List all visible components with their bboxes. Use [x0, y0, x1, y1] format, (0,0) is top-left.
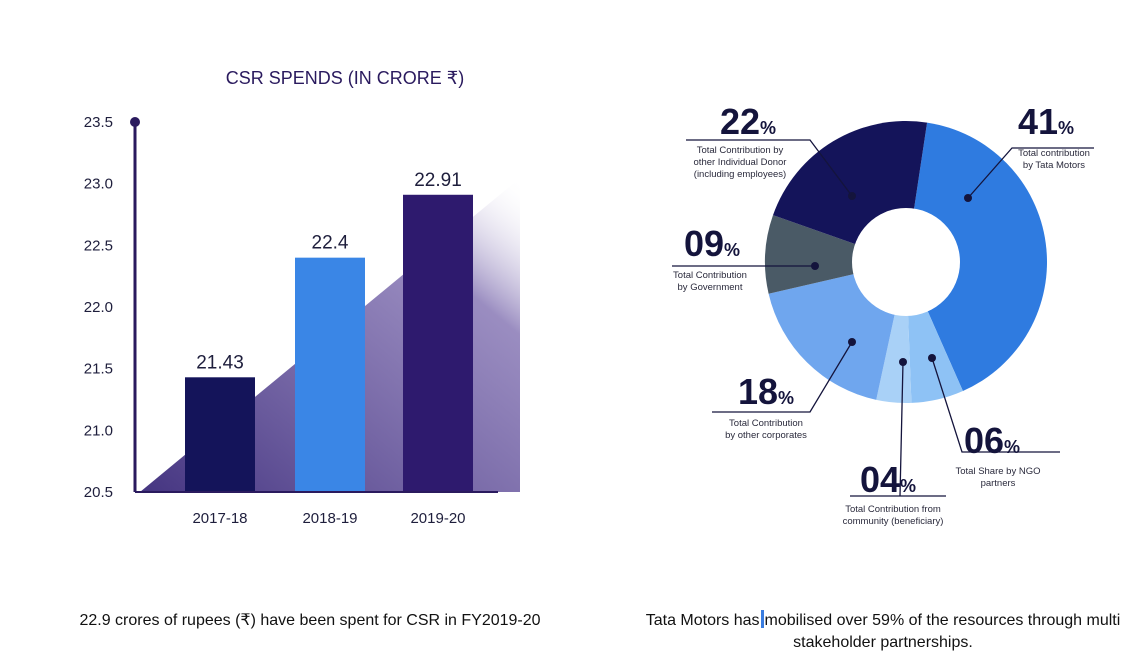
bar-value-label: 22.4	[312, 233, 349, 254]
slice-description: Total Contribution	[729, 418, 803, 429]
y-tick-label: 20.5	[84, 484, 113, 501]
bar-2019-20	[403, 194, 473, 492]
x-tick-label: 2017-18	[192, 510, 247, 527]
y-axis-end-dot	[130, 117, 140, 127]
slice-description: Total Contribution by	[697, 145, 784, 156]
csr-spends-bar-chart: CSR SPENDS (IN CRORE ₹) 23.5 23.0 22.5 22.0…	[84, 68, 520, 527]
y-tick-label: 21.0	[84, 422, 113, 439]
slice-description: partners	[981, 478, 1016, 489]
bar-2017-18	[185, 377, 255, 492]
slice-description: Total Contribution from	[845, 504, 941, 515]
slice-percent-label: 41%	[1018, 101, 1074, 142]
bar-value-label: 22.91	[414, 170, 462, 191]
slice-description: Total contribution	[1018, 148, 1090, 159]
leader-line	[931, 357, 1060, 453]
bar-value-label: 21.43	[196, 352, 244, 373]
y-tick-label: 22.0	[84, 299, 113, 316]
slice-percent-label: 18%	[738, 371, 794, 412]
chart-title: CSR SPENDS (IN CRORE ₹)	[226, 68, 464, 88]
slice-percent-label: 04%	[860, 459, 916, 500]
slice-percent-label: 22%	[720, 101, 776, 142]
x-tick-label: 2018-19	[302, 510, 357, 527]
donut-slice	[906, 122, 1048, 392]
slice-description: by other corporates	[725, 430, 807, 441]
csr-spend-caption: 22.9 crores of rupees (₹) have been spen…	[79, 612, 541, 629]
slice-percent-label: 09%	[684, 223, 740, 264]
slice-description: Total Share by NGO	[955, 466, 1040, 477]
leader-line	[712, 341, 853, 413]
y-tick-label: 21.5	[84, 361, 113, 378]
slice-description: (including employees)	[694, 169, 786, 180]
slice-description: by Government	[678, 282, 743, 293]
resources-caption-part2: mobilised over 59% of the resources thro…	[764, 612, 1121, 651]
leader-line	[850, 361, 946, 497]
resources-caption-part1: Tata Motors has	[645, 612, 760, 629]
slice-description: other Individual Donor	[694, 157, 787, 168]
slice-percent-label: 06%	[964, 420, 1020, 461]
donut-hole	[852, 208, 960, 316]
leader-line	[686, 139, 853, 197]
donut-slice	[765, 215, 906, 294]
leader-line	[967, 147, 1094, 199]
y-tick-label: 22.5	[84, 237, 113, 254]
slice-description: community (beneficiary)	[843, 516, 944, 527]
slice-description: by Tata Motors	[1023, 160, 1085, 171]
x-tick-label: 2019-20	[410, 510, 465, 527]
bar-2018-19	[295, 257, 365, 492]
text-cursor	[760, 610, 764, 628]
y-tick-label: 23.0	[84, 176, 113, 193]
slice-description: Total Contribution	[673, 270, 747, 281]
y-tick-label: 23.5	[84, 114, 113, 131]
resources-caption: Tata Motors has mobilised over 59% of the…	[620, 610, 1146, 654]
